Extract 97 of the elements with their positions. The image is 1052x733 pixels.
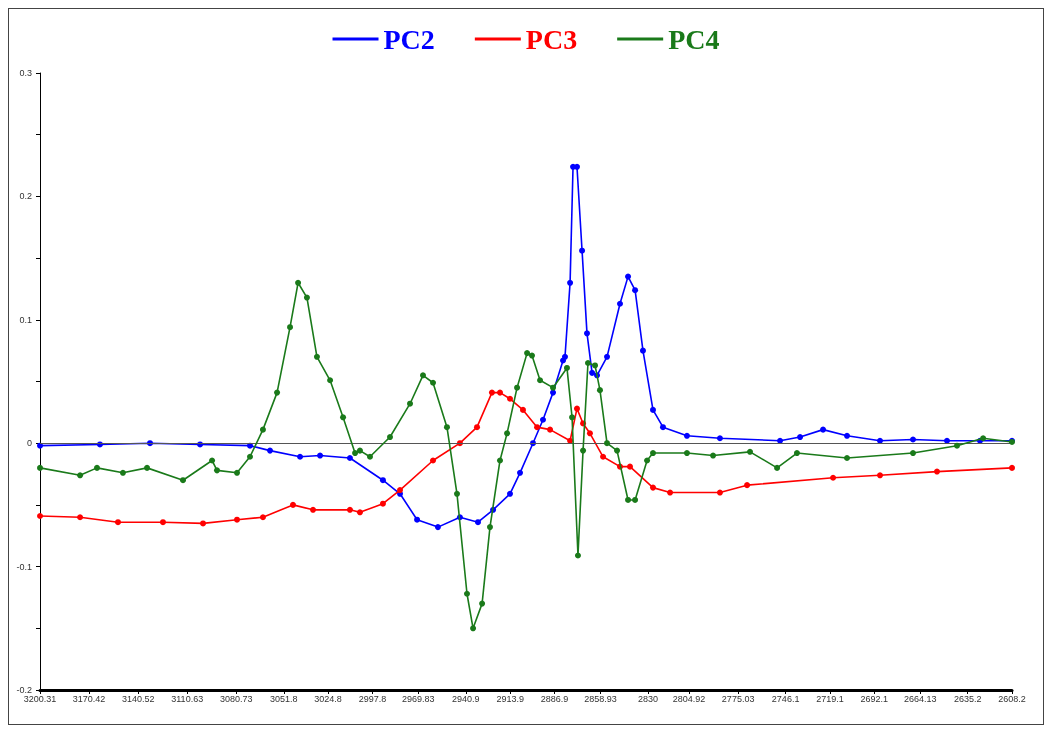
- point: [540, 416, 546, 423]
- point: [573, 405, 580, 412]
- point: [200, 520, 207, 527]
- x-tick-label: 2746.1: [771, 693, 800, 704]
- point: [317, 452, 324, 459]
- point: [820, 426, 827, 433]
- point: [550, 389, 557, 396]
- point: [639, 347, 646, 354]
- point: [346, 455, 353, 462]
- x-tick-label: 3110.63: [171, 693, 204, 704]
- x-tick-label: 2775.03: [721, 693, 755, 704]
- point: [562, 353, 568, 360]
- point: [877, 437, 884, 444]
- point: [507, 395, 513, 402]
- x-tick-label: 2913.9: [496, 693, 524, 704]
- x-tick-label: 3170.42: [72, 693, 106, 704]
- y-tick-label: 0.3: [19, 68, 32, 78]
- x-tick-label: 2940.9: [452, 693, 480, 704]
- point: [660, 424, 666, 431]
- x-tick-label: 2886.9: [540, 693, 569, 704]
- point: [297, 453, 304, 460]
- point: [547, 426, 554, 433]
- y-tick-label: -0.2: [16, 685, 32, 695]
- point: [507, 490, 513, 497]
- point: [744, 482, 751, 489]
- x-tick-label: 3140.52: [121, 693, 155, 704]
- x-tick-label: 2692.1: [860, 693, 889, 704]
- point: [877, 472, 884, 479]
- point: [379, 500, 386, 507]
- x-tick-label: 3080.73: [220, 693, 253, 704]
- x-tick-label: 2969.83: [402, 693, 435, 704]
- point: [115, 519, 121, 526]
- point: [625, 273, 632, 280]
- legend-label: PC4: [668, 23, 720, 55]
- point: [474, 424, 481, 431]
- point: [356, 509, 363, 516]
- point: [517, 469, 524, 476]
- point: [683, 432, 690, 439]
- x-tick-label: 2608.2: [998, 693, 1026, 704]
- point: [310, 506, 317, 513]
- point: [475, 519, 481, 526]
- point: [430, 457, 437, 464]
- point: [604, 353, 611, 360]
- y-tick-label: 0.1: [19, 314, 32, 325]
- point: [649, 406, 656, 413]
- x-tick-label: 2830: [637, 693, 658, 704]
- point: [632, 287, 639, 294]
- point: [627, 463, 633, 470]
- point: [944, 437, 950, 444]
- x-tick-label: 2635.2: [953, 693, 982, 704]
- x-tick-label: 3024.8: [314, 693, 342, 704]
- legend-label: PC2: [383, 23, 435, 55]
- point: [586, 430, 593, 437]
- x-tick-label: 2997.8: [358, 693, 387, 704]
- y-tick-label: -0.1: [16, 561, 32, 572]
- x-tick-label: 2664.13: [903, 693, 937, 704]
- point: [37, 513, 44, 519]
- x-tick-label: 2858.93: [584, 693, 617, 704]
- point: [579, 247, 586, 254]
- point: [797, 434, 804, 441]
- x-tick-label: 2719.1: [816, 693, 844, 704]
- point: [267, 447, 273, 454]
- point: [667, 489, 674, 496]
- point: [159, 519, 166, 526]
- legend-label: PC3: [525, 23, 578, 55]
- point: [497, 389, 503, 396]
- point: [830, 474, 837, 481]
- point: [584, 330, 590, 337]
- point: [617, 300, 623, 307]
- x-tick-label: 3051.8: [270, 693, 298, 704]
- point: [716, 489, 723, 496]
- point: [434, 524, 441, 531]
- point: [716, 435, 723, 442]
- x-tick-label: 2804.92: [672, 693, 706, 704]
- point: [346, 506, 353, 513]
- point: [379, 477, 386, 484]
- y-tick-label: 0: [26, 438, 32, 449]
- point: [234, 516, 241, 523]
- point: [77, 514, 84, 521]
- point: [37, 442, 44, 449]
- point: [567, 279, 574, 286]
- point: [649, 484, 656, 491]
- point: [777, 437, 784, 444]
- point: [488, 389, 495, 396]
- point: [519, 406, 526, 413]
- y-tick-label: 0.2: [19, 191, 32, 202]
- x-tick-label: 3200.31: [23, 693, 57, 704]
- point: [1009, 464, 1015, 471]
- point: [844, 432, 851, 439]
- point: [933, 468, 940, 475]
- point: [289, 501, 296, 508]
- point: [259, 514, 266, 521]
- point: [600, 453, 607, 460]
- point: [910, 436, 917, 443]
- point: [414, 516, 421, 523]
- point: [534, 424, 541, 431]
- point: [589, 369, 596, 376]
